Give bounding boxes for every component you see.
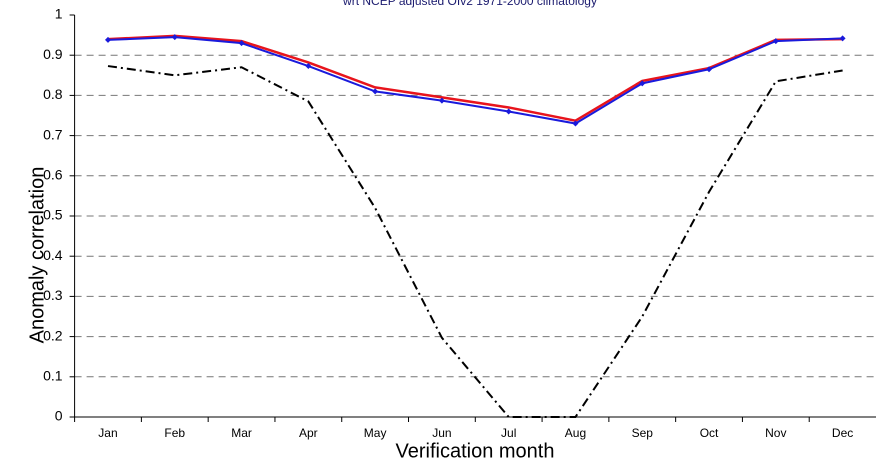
x-tick-label: Nov xyxy=(765,426,786,440)
x-tick-label: Mar xyxy=(231,426,252,440)
point xyxy=(505,108,512,115)
point xyxy=(238,40,245,47)
y-tick-label: 0.5 xyxy=(43,207,63,223)
series-line xyxy=(107,65,843,418)
y-tick-label: 0.2 xyxy=(43,327,63,343)
x-tick-label: Apr xyxy=(299,426,318,440)
point xyxy=(438,97,445,104)
y-tick-label: 0.1 xyxy=(43,368,63,384)
chart-title: wrt NCEP adjusted OIv2 1971-2000 climato… xyxy=(342,0,597,8)
x-tick-label: Jan xyxy=(98,426,117,440)
point xyxy=(772,38,779,45)
x-tick-label: Aug xyxy=(565,426,586,440)
y-tick-label: 0.4 xyxy=(43,247,63,263)
x-tick-label: Jul xyxy=(501,426,516,440)
point xyxy=(839,35,846,42)
y-tick-label: 0.7 xyxy=(43,126,63,142)
y-tick-label: 0.8 xyxy=(43,86,63,102)
x-tick-label: Sep xyxy=(632,426,654,440)
x-axis-label: Verification month xyxy=(396,440,555,462)
x-tick-label: Jun xyxy=(432,426,451,440)
x-tick-label: May xyxy=(364,426,387,440)
y-tick-label: 0.9 xyxy=(43,46,63,62)
point xyxy=(305,63,312,70)
y-tick-label: 0.3 xyxy=(43,287,63,303)
point xyxy=(104,36,111,43)
point xyxy=(706,66,713,73)
y-axis-label: Anomaly correlation xyxy=(26,167,48,344)
x-tick-label: Feb xyxy=(164,426,185,440)
point xyxy=(171,34,178,41)
point xyxy=(639,80,646,87)
y-tick-label: 0.6 xyxy=(43,167,63,183)
series-line xyxy=(107,34,843,123)
point xyxy=(372,88,379,95)
y-tick-label: 0 xyxy=(55,408,63,424)
series-line xyxy=(107,36,843,125)
x-tick-label: Oct xyxy=(700,426,719,440)
y-tick-label: 1 xyxy=(55,6,63,22)
x-tick-label: Dec xyxy=(832,426,853,440)
point xyxy=(572,120,579,127)
